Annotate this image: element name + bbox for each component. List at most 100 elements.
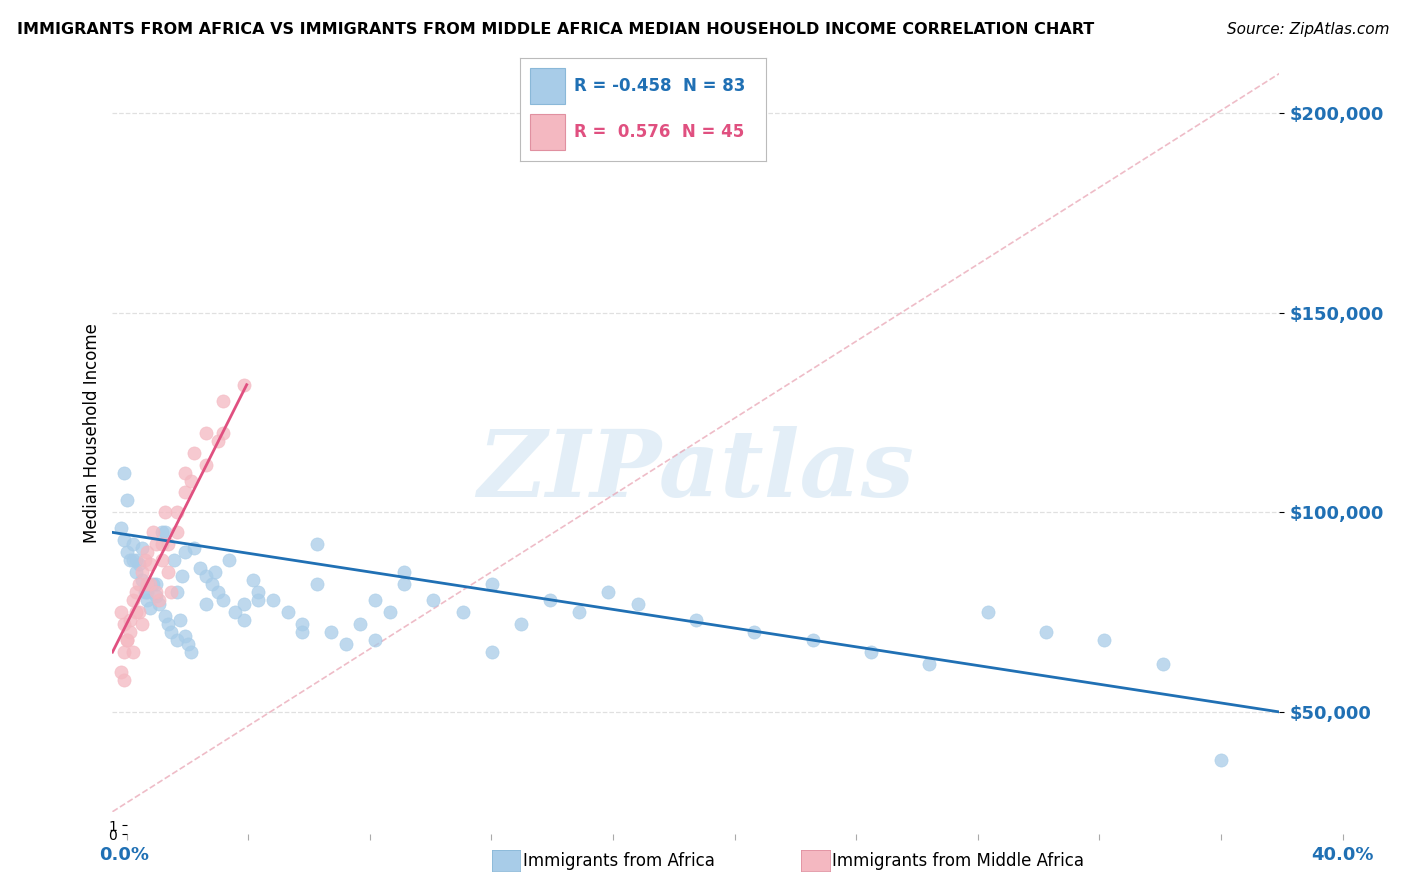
Point	[112, 466, 135, 480]
Point	[349, 617, 371, 632]
Point	[115, 633, 138, 648]
Point	[451, 605, 474, 619]
Point	[218, 553, 240, 567]
Point	[122, 537, 145, 551]
Point	[134, 553, 156, 567]
Point	[131, 566, 153, 580]
Point	[122, 645, 145, 659]
Point	[112, 645, 135, 659]
Point	[481, 645, 503, 659]
Point	[160, 625, 183, 640]
Point	[183, 445, 205, 459]
Point	[139, 577, 162, 591]
Point	[150, 537, 173, 551]
Point	[156, 537, 179, 551]
Text: Source: ZipAtlas.com: Source: ZipAtlas.com	[1226, 22, 1389, 37]
Point	[145, 589, 167, 603]
Point	[174, 485, 197, 500]
Point	[131, 617, 153, 632]
Point	[110, 521, 132, 535]
Point	[568, 605, 591, 619]
Y-axis label: Median Household Income: Median Household Income	[83, 323, 101, 542]
Point	[174, 545, 197, 559]
Point	[194, 569, 217, 583]
Point	[142, 525, 165, 540]
Point	[156, 566, 179, 580]
Point	[153, 525, 176, 540]
Point	[125, 553, 148, 567]
Point	[148, 593, 170, 607]
Text: R =  0.576  N = 45: R = 0.576 N = 45	[575, 123, 745, 141]
Point	[247, 593, 270, 607]
Point	[378, 605, 401, 619]
Point	[150, 553, 173, 567]
Point	[169, 613, 191, 627]
Point	[598, 585, 620, 599]
Point	[212, 425, 235, 440]
Point	[153, 609, 176, 624]
Point	[145, 577, 167, 591]
Point	[201, 577, 224, 591]
Point	[177, 637, 200, 651]
Point	[860, 645, 883, 659]
Point	[305, 537, 328, 551]
Point	[174, 466, 197, 480]
Point	[156, 617, 179, 632]
Point	[118, 625, 141, 640]
Text: Immigrants from Middle Africa: Immigrants from Middle Africa	[832, 852, 1084, 870]
Point	[166, 525, 188, 540]
Point	[188, 561, 211, 575]
Point	[128, 577, 150, 591]
Point	[247, 585, 270, 599]
Point	[180, 645, 202, 659]
Point	[194, 597, 217, 611]
Point	[166, 585, 188, 599]
Point	[174, 629, 197, 643]
Point	[136, 593, 159, 607]
Point	[110, 605, 132, 619]
Point	[685, 613, 707, 627]
Point	[801, 633, 824, 648]
Point	[232, 377, 254, 392]
Point	[150, 525, 173, 540]
Point	[305, 577, 328, 591]
Point	[1209, 753, 1232, 767]
Point	[183, 541, 205, 556]
Point	[136, 585, 159, 599]
Point	[276, 605, 298, 619]
Point	[172, 569, 194, 583]
FancyBboxPatch shape	[530, 114, 565, 150]
Point	[153, 505, 176, 519]
Text: 0.0%: 0.0%	[98, 846, 149, 863]
Point	[262, 593, 284, 607]
Point	[232, 597, 254, 611]
Point	[125, 566, 148, 580]
Point	[131, 541, 153, 556]
Point	[166, 633, 188, 648]
Point	[128, 605, 150, 619]
Point	[115, 493, 138, 508]
Point	[160, 585, 183, 599]
Point	[1035, 625, 1057, 640]
Point	[242, 574, 264, 588]
Point	[481, 577, 503, 591]
Point	[538, 593, 561, 607]
Point	[224, 605, 246, 619]
Text: 40.0%: 40.0%	[1312, 846, 1374, 863]
Point	[139, 601, 162, 615]
Point	[145, 537, 167, 551]
Point	[207, 434, 229, 448]
Point	[136, 577, 159, 591]
Point	[128, 558, 150, 572]
Point	[166, 505, 188, 519]
Point	[125, 605, 148, 619]
Text: ZIPatlas: ZIPatlas	[478, 425, 914, 516]
Point	[136, 545, 159, 559]
Point	[122, 553, 145, 567]
Point	[1094, 633, 1116, 648]
Point	[148, 597, 170, 611]
Point	[918, 657, 941, 671]
Point	[232, 613, 254, 627]
Text: R = -0.458  N = 83: R = -0.458 N = 83	[575, 77, 745, 95]
Point	[110, 665, 132, 679]
